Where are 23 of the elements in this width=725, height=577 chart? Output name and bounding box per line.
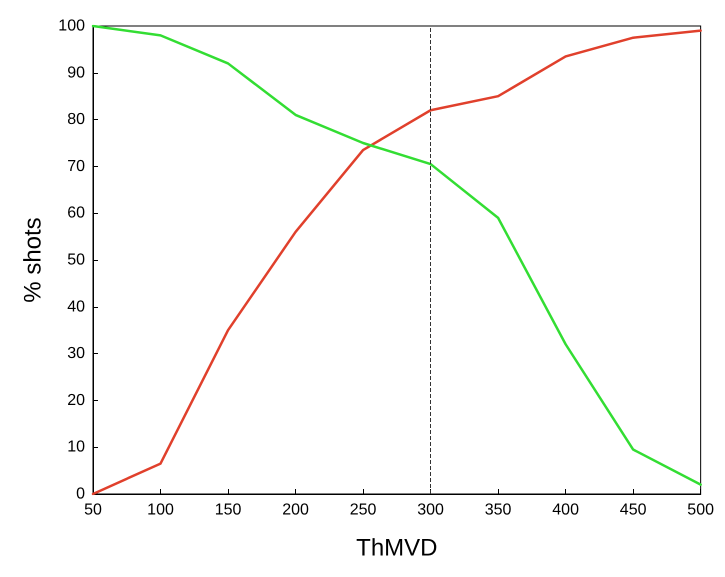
y-tick-label: 10 (67, 438, 86, 456)
x-tick-label: 50 (84, 502, 102, 518)
y-tick-label: 30 (67, 345, 86, 362)
x-tick-label: 100 (147, 502, 174, 518)
x-tick-label: 200 (282, 502, 309, 518)
y-tick-label: 100 (58, 18, 86, 34)
x-tick-label: 500 (687, 502, 714, 518)
y-tick-label: 90 (67, 64, 86, 82)
x-tick-label: 150 (214, 502, 242, 518)
x-axis-title: ThMVD (356, 534, 438, 562)
x-tick-label: 250 (350, 502, 377, 518)
y-tick-label: 50 (67, 252, 86, 268)
y-tick-label: 80 (67, 111, 86, 128)
y-tick-label: 60 (67, 204, 86, 222)
x-tick-label: 300 (417, 502, 444, 518)
y-tick-label: 70 (67, 158, 86, 175)
y-tick-label: 0 (76, 486, 86, 502)
y-tick-label: 20 (67, 392, 86, 409)
x-tick-label: 450 (620, 502, 647, 518)
x-tick-label: 350 (484, 502, 512, 518)
y-tick-label: 40 (67, 298, 86, 316)
y-axis-title: % shots (20, 217, 46, 303)
x-tick-label: 400 (552, 502, 580, 518)
